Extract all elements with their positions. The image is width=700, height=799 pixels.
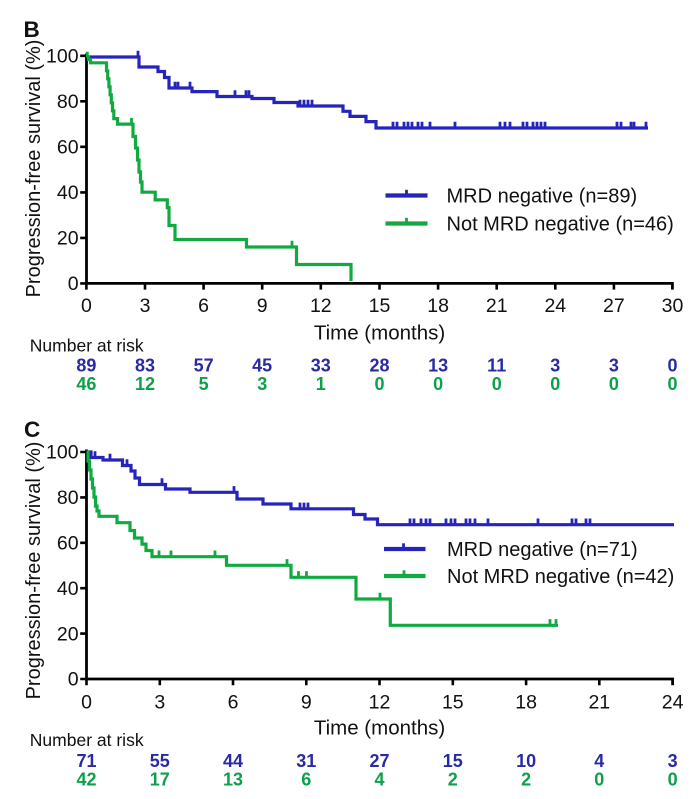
svg-text:12: 12 xyxy=(135,374,155,394)
svg-text:60: 60 xyxy=(57,137,79,159)
svg-text:4: 4 xyxy=(594,751,604,771)
svg-text:30: 30 xyxy=(662,295,684,317)
svg-text:18: 18 xyxy=(515,692,537,714)
svg-text:4: 4 xyxy=(374,770,384,790)
svg-text:Number at risk: Number at risk xyxy=(30,336,144,356)
svg-text:MRD negative (n=71): MRD negative (n=71) xyxy=(447,539,638,561)
svg-text:21: 21 xyxy=(486,295,508,317)
svg-text:3: 3 xyxy=(154,692,165,714)
svg-text:18: 18 xyxy=(427,295,449,317)
svg-text:100: 100 xyxy=(46,442,79,464)
svg-text:2: 2 xyxy=(521,770,531,790)
svg-text:31: 31 xyxy=(296,751,316,771)
svg-text:40: 40 xyxy=(57,182,79,204)
svg-text:2: 2 xyxy=(448,770,458,790)
svg-text:Not MRD negative (n=42): Not MRD negative (n=42) xyxy=(447,566,674,588)
svg-text:3: 3 xyxy=(609,356,619,376)
svg-text:1: 1 xyxy=(316,374,326,394)
svg-text:0: 0 xyxy=(492,374,502,394)
svg-text:46: 46 xyxy=(76,374,96,394)
svg-text:20: 20 xyxy=(57,228,79,250)
svg-text:55: 55 xyxy=(150,751,170,771)
svg-text:3: 3 xyxy=(668,751,678,771)
svg-text:17: 17 xyxy=(150,770,170,790)
svg-text:0: 0 xyxy=(81,295,92,317)
svg-text:3: 3 xyxy=(257,374,267,394)
svg-text:71: 71 xyxy=(76,751,96,771)
svg-text:MRD negative (n=89): MRD negative (n=89) xyxy=(447,185,638,207)
svg-text:40: 40 xyxy=(57,578,79,600)
svg-text:21: 21 xyxy=(588,692,610,714)
svg-text:6: 6 xyxy=(198,295,209,317)
svg-text:Time (months): Time (months) xyxy=(314,322,445,345)
svg-text:0: 0 xyxy=(594,770,604,790)
svg-text:3: 3 xyxy=(140,295,151,317)
svg-text:6: 6 xyxy=(301,770,311,790)
svg-text:0: 0 xyxy=(550,374,560,394)
svg-text:15: 15 xyxy=(442,692,464,714)
svg-text:12: 12 xyxy=(310,295,332,317)
svg-text:0: 0 xyxy=(609,374,619,394)
svg-text:27: 27 xyxy=(369,751,389,771)
svg-text:27: 27 xyxy=(603,295,625,317)
svg-text:9: 9 xyxy=(301,692,312,714)
svg-text:0: 0 xyxy=(433,374,443,394)
svg-text:24: 24 xyxy=(662,692,684,714)
svg-text:15: 15 xyxy=(369,295,391,317)
svg-text:0: 0 xyxy=(68,273,79,295)
svg-text:0: 0 xyxy=(668,770,678,790)
svg-text:100: 100 xyxy=(46,46,79,68)
svg-text:0: 0 xyxy=(667,374,677,394)
svg-text:80: 80 xyxy=(57,91,79,113)
svg-text:12: 12 xyxy=(369,692,391,714)
svg-text:20: 20 xyxy=(57,623,79,645)
svg-text:0: 0 xyxy=(667,356,677,376)
svg-text:42: 42 xyxy=(76,770,96,790)
svg-text:0: 0 xyxy=(374,374,384,394)
svg-text:9: 9 xyxy=(257,295,268,317)
svg-text:83: 83 xyxy=(135,356,155,376)
svg-text:57: 57 xyxy=(194,356,214,376)
svg-text:33: 33 xyxy=(311,356,331,376)
svg-text:45: 45 xyxy=(252,356,272,376)
svg-text:13: 13 xyxy=(223,770,243,790)
svg-text:C: C xyxy=(24,417,40,442)
svg-text:11: 11 xyxy=(487,356,506,376)
svg-text:Not MRD negative (n=46): Not MRD negative (n=46) xyxy=(447,213,674,235)
svg-text:15: 15 xyxy=(443,751,463,771)
svg-text:Progression-free survival (%): Progression-free survival (%) xyxy=(23,442,45,700)
svg-text:60: 60 xyxy=(57,533,79,555)
svg-text:Number at risk: Number at risk xyxy=(30,730,144,750)
svg-text:0: 0 xyxy=(68,669,79,691)
svg-text:B: B xyxy=(24,17,40,42)
svg-text:13: 13 xyxy=(428,356,448,376)
svg-text:10: 10 xyxy=(516,751,536,771)
svg-text:5: 5 xyxy=(199,374,209,394)
svg-text:3: 3 xyxy=(550,356,560,376)
svg-text:Time (months): Time (months) xyxy=(314,716,445,739)
svg-text:0: 0 xyxy=(81,692,92,714)
svg-text:44: 44 xyxy=(223,751,243,771)
svg-text:89: 89 xyxy=(76,356,96,376)
svg-text:80: 80 xyxy=(57,487,79,509)
svg-text:28: 28 xyxy=(369,356,389,376)
svg-text:Progression-free survival (%): Progression-free survival (%) xyxy=(23,40,45,298)
svg-text:6: 6 xyxy=(228,692,239,714)
svg-text:24: 24 xyxy=(544,295,566,317)
